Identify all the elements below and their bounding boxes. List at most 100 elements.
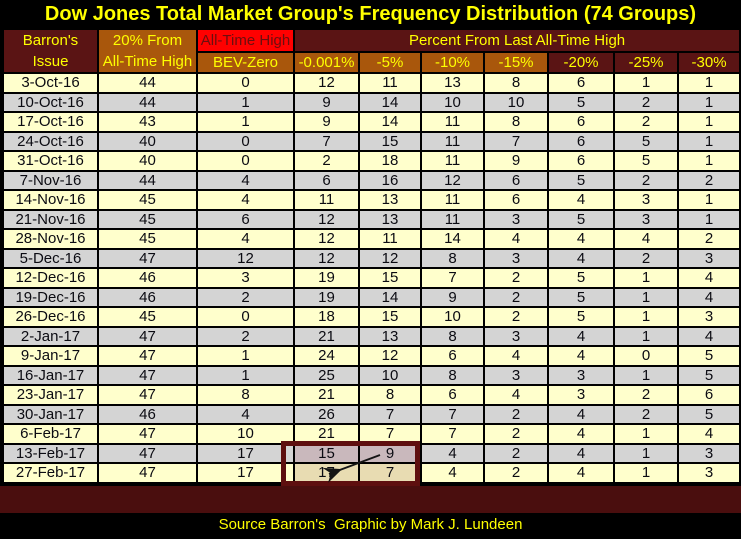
table-cell: 46 [97,267,198,289]
table-cell: 27-Feb-17 [2,462,99,484]
table-row: 3-Oct-16 44 0 12 11 13 8 6 1 1 [2,72,741,94]
table-cell: 1 [613,267,679,289]
table-cell: 10 [196,423,295,445]
table-cell: 4 [547,462,615,484]
table-cell: 4 [483,228,549,250]
table-cell: 21 [293,384,360,406]
table-cell: 47 [97,462,198,484]
table-cell: 3 [547,384,615,406]
table-cell: 1 [676,72,741,94]
table-cell: 16 [358,169,422,191]
table-cell: 45 [97,208,198,230]
table-cell: 21 [293,325,360,347]
table-cell: 8 [420,247,485,269]
table-cell: 9 [293,91,360,113]
table-cell: 5 [613,150,679,172]
table-body: 3-Oct-16 44 0 12 11 13 8 6 1 1 10-Oct-16 44 1 9 14 10 10… [2,72,741,484]
table-cell: 7 [483,130,549,152]
table-cell: 17 [196,462,295,484]
table-cell: 2 [293,150,360,172]
table-cell: 6 [483,189,549,211]
table-cell: 12 [293,208,360,230]
table-cell: 2 [613,247,679,269]
table-cell: 6 [547,111,615,133]
table-cell: 46 [97,403,198,425]
table-row: 16-Jan-17 47 1 25 10 8 3 3 1 5 [2,364,741,386]
table-cell: 2 [483,306,549,328]
table-cell: 4 [676,267,741,289]
table-cell: 0 [613,345,679,367]
table-cell: 8 [196,384,295,406]
source-credit: Source Barron's Graphic by Mark J. Lunde… [218,516,523,533]
table-cell: 5-Dec-16 [2,247,99,269]
table-cell: 10 [483,91,549,113]
table-cell: 2 [613,111,679,133]
table-cell: 6 [547,72,615,94]
table-cell: 4 [547,189,615,211]
table-cell: 4 [613,228,679,250]
table-cell: 1 [613,286,679,308]
header-20pct-line2: All-Time High [102,53,193,70]
table-cell: 3 [196,267,295,289]
table-cell: 1 [196,345,295,367]
table-cell: 6 [420,384,485,406]
table-cell: 47 [97,345,198,367]
table-row: 24-Oct-16 40 0 7 15 11 7 6 5 1 [2,130,741,152]
table-cell: 10 [420,306,485,328]
table-cell: 17 [196,442,295,464]
table-cell: 3 [613,189,679,211]
table-cell: 1 [196,364,295,386]
table-row: 17-Oct-16 43 1 9 14 11 8 6 2 1 [2,111,741,133]
table-cell: 11 [358,228,422,250]
table-cell: 5 [676,364,741,386]
table-cell: 44 [97,169,198,191]
table-cell: 44 [97,91,198,113]
table-row: 2-Jan-17 47 2 21 13 8 3 4 1 4 [2,325,741,347]
table-cell: 1 [676,111,741,133]
table-cell: 30-Jan-17 [2,403,99,425]
table-cell: 2 [613,403,679,425]
table-cell: 16-Jan-17 [2,364,99,386]
table-cell: 4 [676,423,741,445]
header-barrons-line1: Barron's [22,32,79,49]
table-cell: 2 [483,403,549,425]
header-col-neg15: -15% [483,50,549,74]
table-cell: 11 [293,189,360,211]
table-cell: 2 [676,228,741,250]
table-cell: 12 [358,247,422,269]
table-cell: 11 [420,111,485,133]
table-cell: 1 [676,130,741,152]
table-cell: 3 [547,364,615,386]
table-cell: 13 [358,189,422,211]
table-cell: 2 [483,267,549,289]
table-cell: 8 [483,72,549,94]
table-cell: 5 [676,403,741,425]
table-cell: 4 [196,169,295,191]
table-row: 5-Dec-16 47 12 12 12 8 3 4 2 3 [2,247,741,269]
table-cell: 0 [196,306,295,328]
table-cell: 1 [676,208,741,230]
table-row: 6-Feb-17 47 10 21 7 7 2 4 1 4 [2,423,741,445]
table-cell: 6 [483,169,549,191]
table-cell: 21 [293,423,360,445]
table-cell: 1 [196,111,295,133]
table-cell: 5 [547,286,615,308]
table-cell: 45 [97,228,198,250]
table-cell: 7 [358,423,422,445]
table-cell: 11 [420,150,485,172]
header-all-time-high: All-Time High [196,28,295,53]
header-bev-zero: BEV-Zero [196,50,295,74]
table-cell: 12 [420,169,485,191]
table-cell: 19 [293,267,360,289]
table-cell: 2 [676,169,741,191]
header-row-1: Barron's Issue 20% From All-Time High Al… [2,28,741,74]
table-cell: 1 [676,189,741,211]
table-cell: 4 [547,228,615,250]
table-cell: 17-Oct-16 [2,111,99,133]
table-cell: 11 [358,72,422,94]
table-cell: 2 [196,286,295,308]
header-col-neg20: -20% [547,50,615,74]
table-cell: 4 [547,442,615,464]
table-cell: 47 [97,364,198,386]
table-cell: 1 [613,72,679,94]
